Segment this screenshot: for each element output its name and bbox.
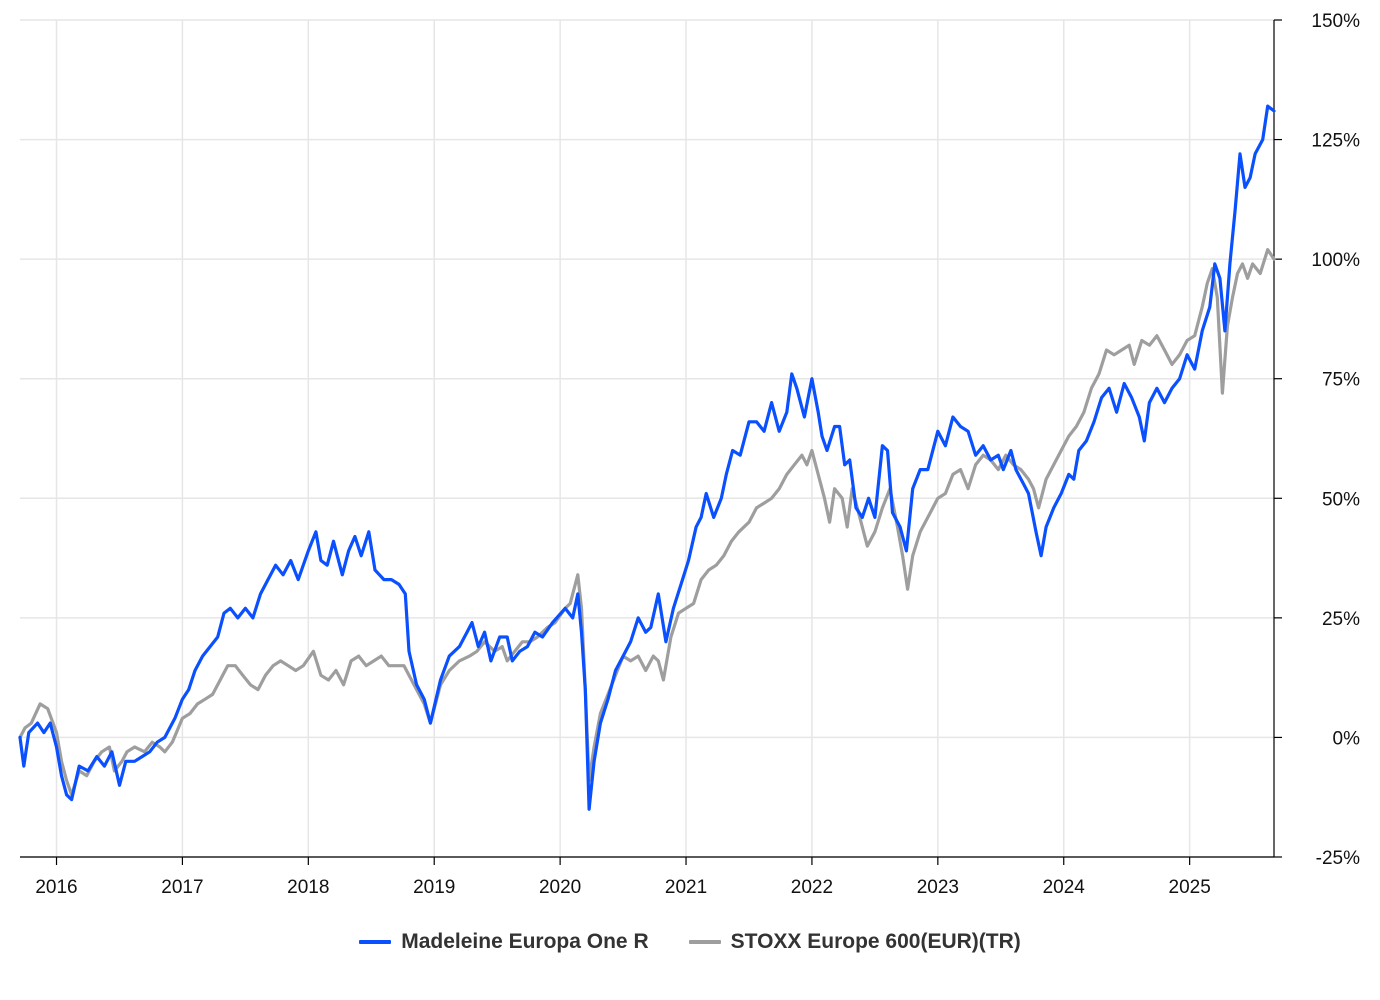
x-tick-label: 2024	[1043, 877, 1086, 898]
x-tick-label: 2020	[539, 877, 581, 898]
legend-label-benchmark: STOXX Europe 600(EUR)(TR)	[730, 930, 1021, 953]
y-tick-label: 25%	[1322, 609, 1360, 630]
x-axis-tick-labels: 2016 2017 2018 2019 2020 2021 2022 2023 2024 2025	[35, 877, 1210, 898]
series-line-benchmark	[18, 248, 1276, 797]
y-tick-label: 100%	[1311, 250, 1360, 271]
performance-line-chart: -25% 0% 25% 50% 75% 100% 125% 150% 2016 2017 2018…	[18, 11, 1360, 898]
x-tick-label: 2023	[917, 877, 959, 898]
y-axis-tick-labels: -25% 0% 25% 50% 75% 100% 125% 150%	[1311, 11, 1360, 869]
vertical-gridlines	[55, 20, 1191, 857]
x-tick-label: 2019	[413, 877, 455, 898]
y-tick-label: 50%	[1322, 489, 1360, 510]
chart-legend: Madeleine Europa One R STOXX Europe 600(…	[0, 930, 1380, 954]
y-tick-label: 75%	[1322, 370, 1360, 391]
y-tick-label: -25%	[1316, 848, 1360, 869]
y-tick-label: 125%	[1311, 131, 1360, 152]
legend-item-fund[interactable]: Madeleine Europa One R	[359, 930, 649, 954]
legend-swatch-benchmark	[688, 940, 721, 944]
x-tick-label: 2022	[791, 877, 833, 898]
x-tick-label: 2025	[1169, 877, 1211, 898]
y-tick-label: 0%	[1333, 728, 1361, 749]
legend-item-benchmark[interactable]: STOXX Europe 600(EUR)(TR)	[688, 930, 1021, 954]
axes	[20, 19, 1282, 865]
legend-swatch-fund	[359, 940, 392, 944]
x-tick-label: 2017	[161, 877, 203, 898]
x-tick-label: 2018	[287, 877, 329, 898]
y-tick-label: 150%	[1311, 11, 1360, 32]
series-lines	[18, 104, 1276, 811]
series-line-fund	[18, 104, 1276, 811]
x-tick-label: 2021	[665, 877, 707, 898]
legend-label-fund: Madeleine Europa One R	[401, 930, 649, 953]
x-tick-label: 2016	[35, 877, 77, 898]
